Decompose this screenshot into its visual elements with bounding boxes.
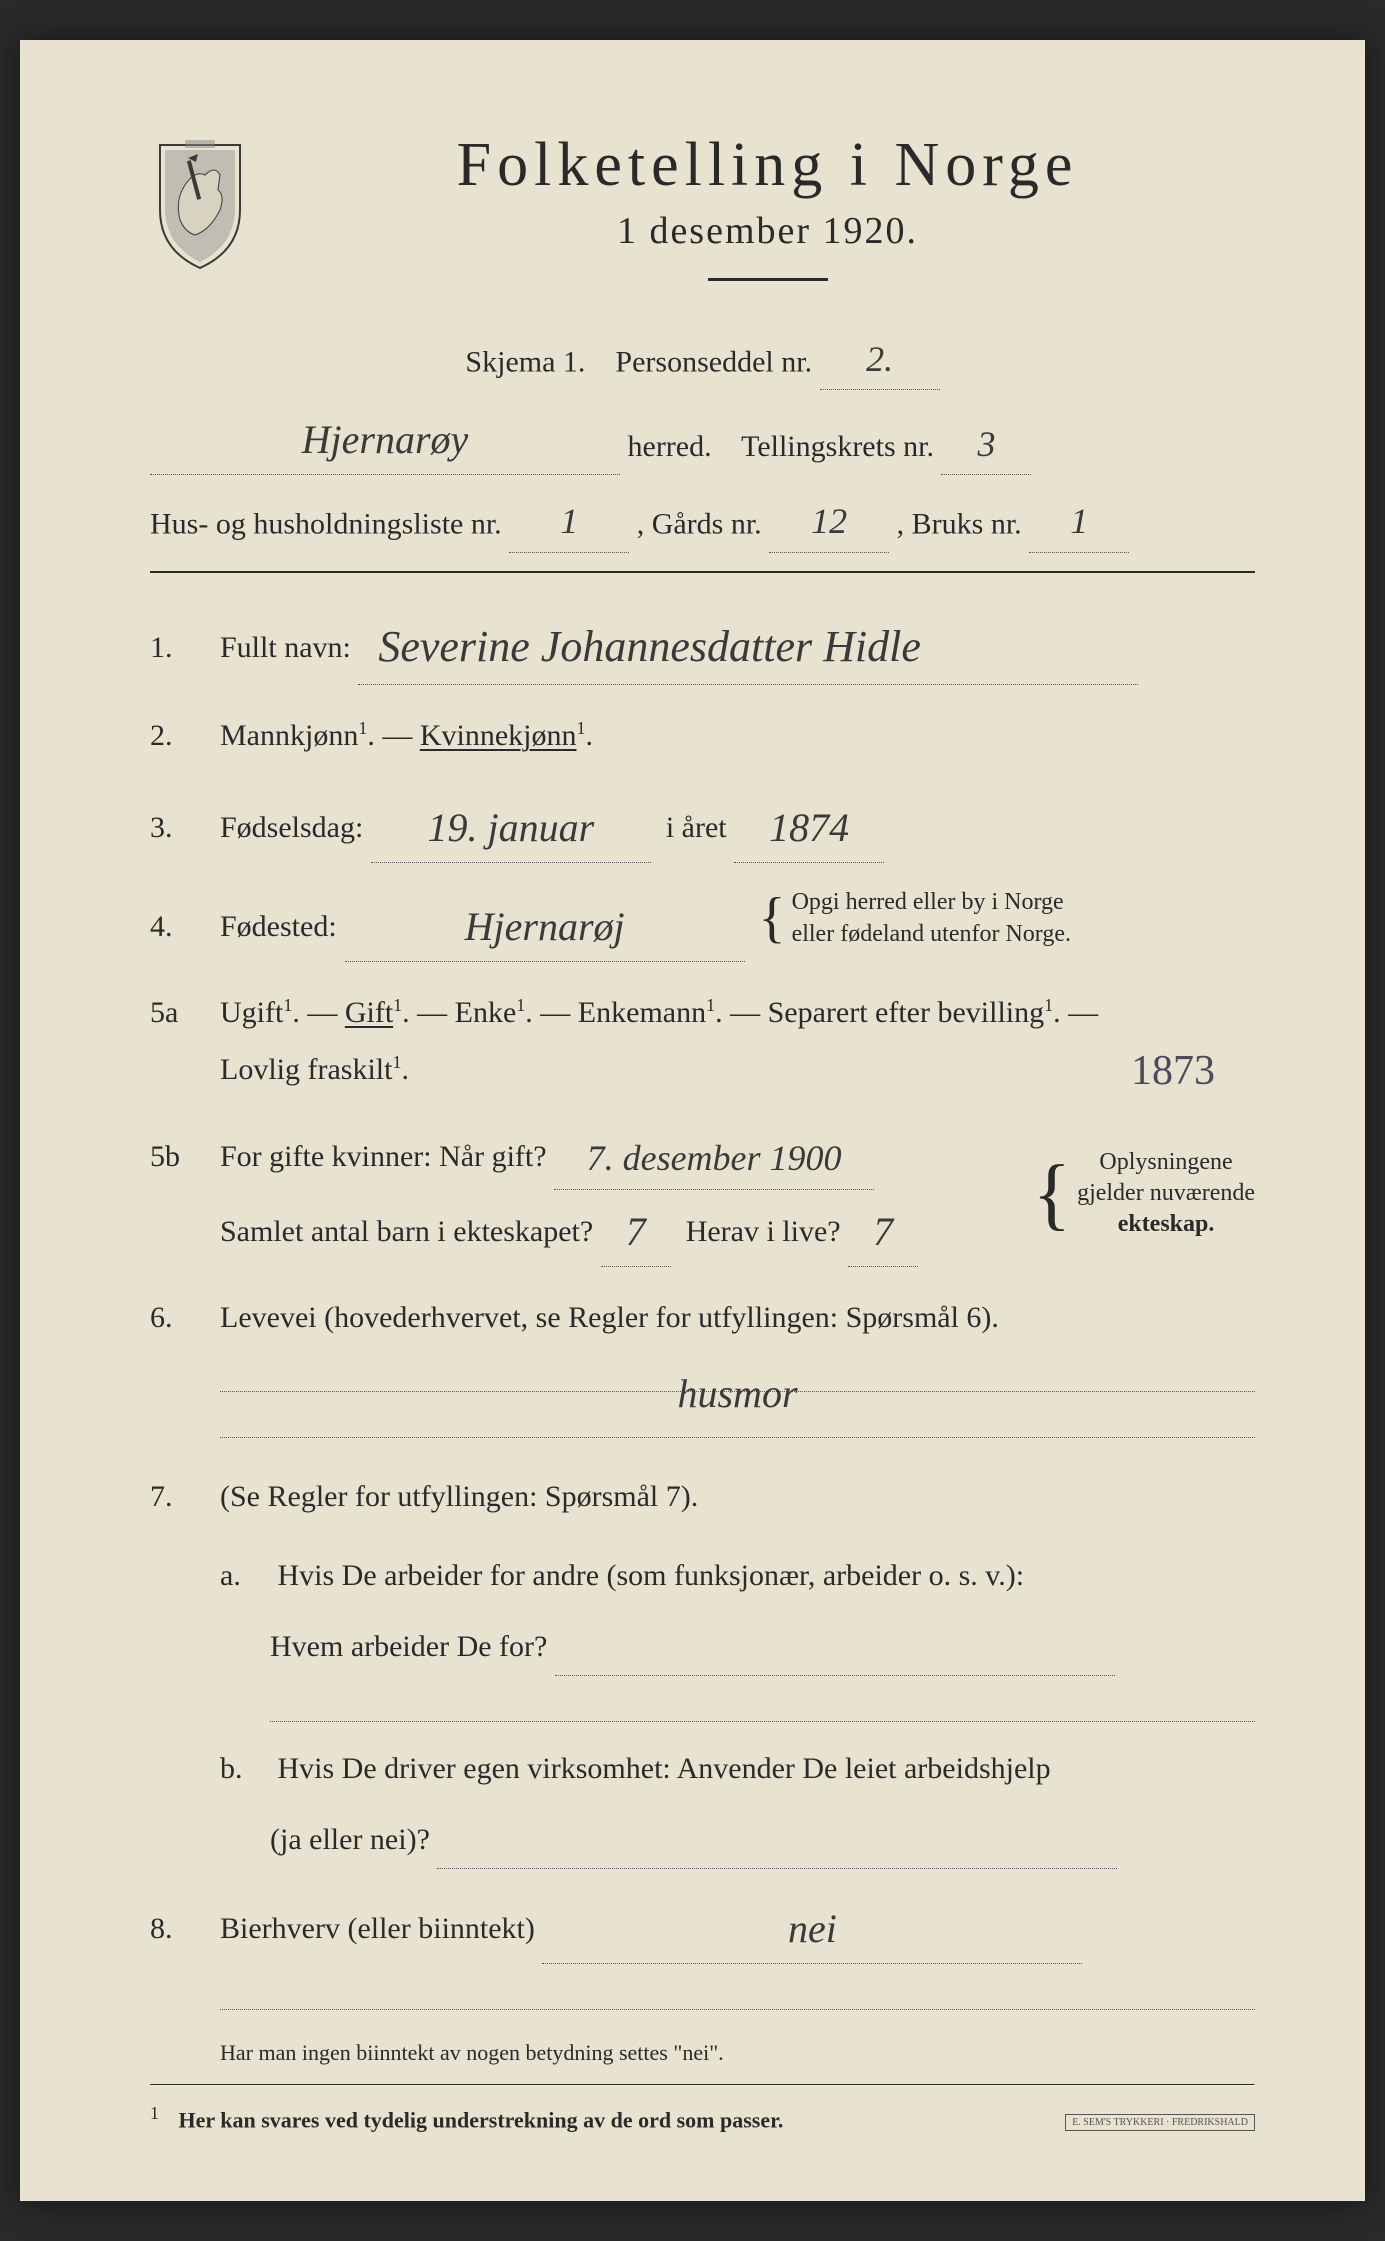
tellingskrets-label: Tellingskrets nr. [741, 430, 934, 463]
title-block: Folketelling i Norge 1 desember 1920. [280, 130, 1255, 311]
footnote-divider [150, 2084, 1255, 2086]
q3-day: 19. januar [428, 805, 595, 850]
q6-value: husmor [677, 1371, 797, 1416]
q5a-opt5: Separert efter bevilling [768, 996, 1045, 1029]
q6-label: Levevei (hovederhvervet, se Regler for u… [220, 1301, 999, 1334]
q4: 4. Fødested: Hjernarøj { Opgi herred ell… [150, 885, 1255, 962]
q5b-val2: 7 [626, 1209, 646, 1254]
q8-num: 8. [150, 1900, 220, 1957]
q4-note-b: eller fødeland utenfor Norge. [792, 921, 1071, 947]
q1: 1. Fullt navn: Severine Johannesdatter H… [150, 601, 1255, 686]
q7a: a. Hvis De arbeider for andre (som funks… [220, 1547, 1255, 1722]
personseddel-label: Personseddel nr. [615, 345, 812, 378]
personseddel-nr: 2. [866, 339, 893, 379]
q5b-note1: Oplysningene [1099, 1149, 1232, 1175]
q5b-label2: Samlet antal barn i ekteskapet? [220, 1215, 593, 1248]
q8-label: Bierhverv (eller biinntekt) [220, 1912, 535, 1945]
q7-num: 7. [150, 1468, 220, 1525]
q7: 7. (Se Regler for utfyllingen: Spørsmål … [150, 1468, 1255, 1525]
q1-num: 1. [150, 619, 220, 676]
q3-label: Fødselsdag: [220, 811, 363, 844]
q5b-val1: 7. desember 1900 [587, 1138, 842, 1178]
q5b-label1: For gifte kvinner: Når gift? [220, 1140, 547, 1173]
herred-label: herred. [628, 430, 712, 463]
q2-num: 2. [150, 707, 220, 764]
q8: 8. Bierhverv (eller biinntekt) nei [150, 1887, 1255, 2010]
q5a-opt3: Enke [455, 996, 517, 1029]
q5b-val3: 7 [873, 1209, 893, 1254]
husliste-nr: 1 [560, 501, 578, 541]
footnote-2-text: Her kan svares ved tydelig understreknin… [179, 2107, 784, 2132]
q7-label: (Se Regler for utfyllingen: Spørsmål 7). [220, 1480, 698, 1513]
q4-note-brace: { Opgi herred eller by i Norge eller fød… [753, 887, 1071, 949]
q7a-text2: Hvem arbeider De for? [270, 1630, 547, 1663]
herred-line: Hjernarøy herred. Tellingskrets nr. 3 [150, 398, 1255, 475]
q4-note-a: Opgi herred eller by i Norge [792, 889, 1064, 915]
q7b-text2: (ja eller nei)? [270, 1823, 430, 1856]
skjema-line: Skjema 1. Personseddel nr. 2. [150, 321, 1255, 390]
q1-label: Fullt navn: [220, 631, 351, 664]
q4-value: Hjernarøj [465, 904, 625, 949]
q4-num: 4. [150, 898, 220, 955]
bruks-label: , Bruks nr. [897, 508, 1022, 541]
q7a-text1: Hvis De arbeider for andre (som funksjon… [278, 1559, 1025, 1592]
q3-year-label: i året [666, 811, 727, 844]
q3: 3. Fødselsdag: 19. januar i året 1874 [150, 786, 1255, 863]
q7b-text1: Hvis De driver egen virksomhet: Anvender… [278, 1752, 1051, 1785]
q5b-note-brace: { Oplysningene gjelder nuværende ekteska… [1027, 1147, 1255, 1241]
coat-of-arms-icon [150, 140, 250, 270]
title-divider [708, 278, 828, 281]
q7b: b. Hvis De driver egen virksomhet: Anven… [220, 1740, 1255, 1869]
footnote-2-num: 1 [150, 2103, 159, 2123]
q4-label: Fødested: [220, 898, 337, 955]
q3-year: 1874 [769, 805, 849, 850]
questions: 1. Fullt navn: Severine Johannesdatter H… [150, 601, 1255, 2010]
q2-sep: — [382, 719, 420, 752]
q5b-label3: Herav i live? [686, 1215, 841, 1248]
q5a-num: 5a [150, 984, 220, 1041]
q6-num: 6. [150, 1289, 220, 1346]
q5a-annotation: 1873 [1131, 1032, 1215, 1112]
census-form-page: Folketelling i Norge 1 desember 1920. Sk… [20, 40, 1365, 2201]
q1-value: Severine Johannesdatter Hidle [378, 622, 921, 671]
printer-mark: E. SEM'S TRYKKERI · FREDRIKSHALD [1065, 2114, 1255, 2131]
q5b: 5b For gifte kvinner: Når gift? 7. desem… [150, 1120, 1255, 1266]
q5a-opt2: Gift [345, 996, 393, 1029]
skjema-label: Skjema 1. [465, 345, 585, 378]
form-body: Skjema 1. Personseddel nr. 2. Hjernarøy … [150, 321, 1255, 2141]
q5a-opt1: Ugift [220, 996, 283, 1029]
tellingskrets-nr: 3 [977, 424, 995, 464]
q2: 2. Mannkjønn1. — Kvinnekjønn1. [150, 707, 1255, 764]
q7a-letter: a. [220, 1547, 270, 1604]
q3-num: 3. [150, 799, 220, 856]
q7b-letter: b. [220, 1740, 270, 1797]
gards-nr: 12 [811, 501, 847, 541]
q6: 6. Levevei (hovederhvervet, se Regler fo… [150, 1289, 1255, 1438]
herred-value: Hjernarøy [302, 417, 469, 462]
q5b-note2: gjelder nuværende [1077, 1180, 1255, 1206]
gards-label: , Gårds nr. [637, 508, 762, 541]
bruks-nr: 1 [1070, 501, 1088, 541]
q2-opt-a: Mannkjønn [220, 719, 358, 752]
q8-value: nei [788, 1906, 837, 1951]
q5a: 5a Ugift1. — Gift1. — Enke1. — Enkemann1… [150, 984, 1255, 1098]
header: Folketelling i Norge 1 desember 1920. [150, 130, 1255, 311]
husliste-label: Hus- og husholdningsliste nr. [150, 508, 502, 541]
footnote-1: Har man ingen biinntekt av nogen betydni… [220, 2032, 1255, 2074]
q5a-opt6: Lovlig fraskilt [220, 1053, 392, 1086]
q2-opt-b: Kvinnekjønn [420, 719, 577, 752]
main-title: Folketelling i Norge [280, 130, 1255, 201]
q5b-note3: ekteskap. [1118, 1211, 1215, 1237]
subtitle: 1 desember 1920. [280, 209, 1255, 253]
divider-1 [150, 571, 1255, 573]
crest-svg [150, 140, 250, 270]
q5b-num: 5b [150, 1128, 220, 1185]
q5a-opt4: Enkemann [578, 996, 706, 1029]
husliste-line: Hus- og husholdningsliste nr. 1 , Gårds … [150, 483, 1255, 552]
